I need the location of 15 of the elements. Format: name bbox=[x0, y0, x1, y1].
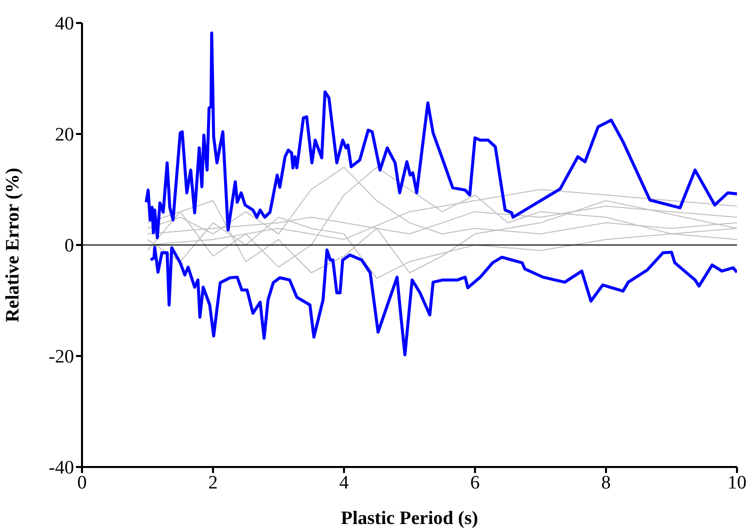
line-series bbox=[149, 246, 737, 356]
y-tick-label: 20 bbox=[55, 124, 74, 146]
x-axis-title: Plastic Period (s) bbox=[340, 508, 478, 529]
x-tick-label: 10 bbox=[728, 472, 746, 494]
x-tick-label: 0 bbox=[77, 472, 87, 494]
line-series bbox=[144, 31, 737, 240]
x-tick-label: 2 bbox=[208, 472, 218, 494]
x-tick-label: 4 bbox=[339, 472, 350, 494]
x-tick-label: 8 bbox=[601, 472, 611, 494]
y-tick-label: -40 bbox=[48, 458, 74, 479]
y-tick-label: 40 bbox=[55, 14, 74, 35]
y-axis-title: Relative Error (%) bbox=[2, 168, 24, 322]
y-tick-label: 0 bbox=[64, 236, 74, 257]
x-tick-label: 6 bbox=[470, 472, 480, 494]
y-tick-label: -20 bbox=[48, 346, 74, 368]
